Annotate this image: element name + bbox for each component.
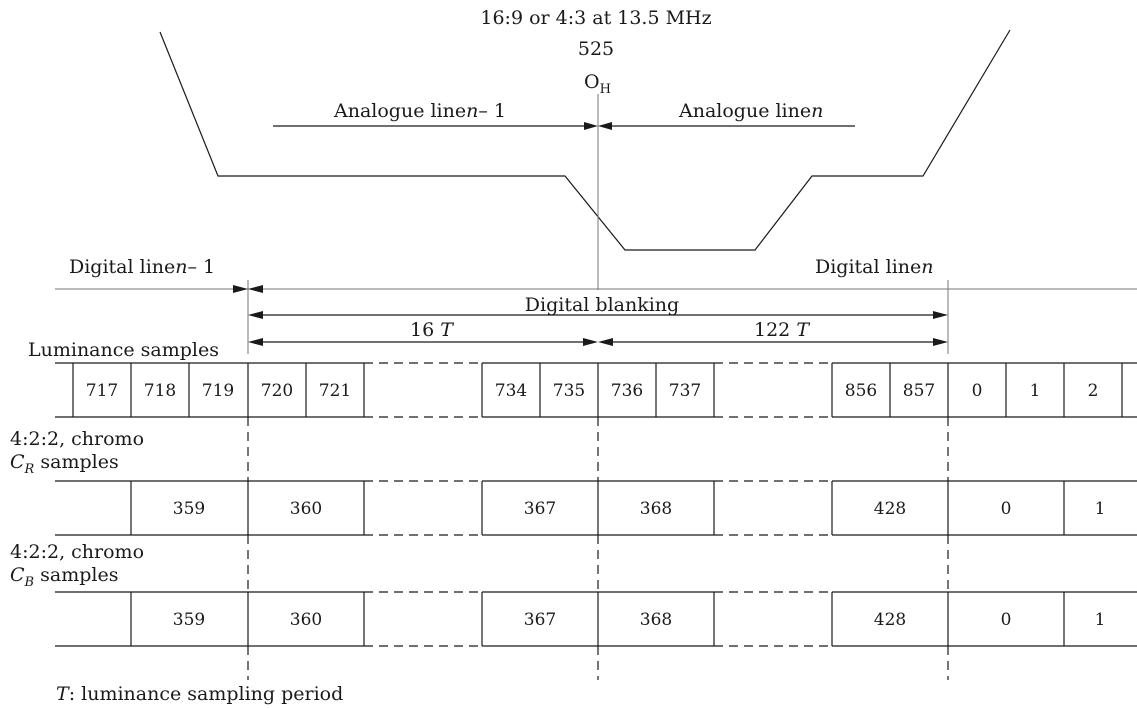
digital-blanking-label: Digital blanking <box>525 294 679 316</box>
luma-sample: 718 <box>144 381 176 401</box>
cb-row <box>55 591 1137 647</box>
cb-sample: 359 <box>173 610 205 630</box>
arrowhead <box>248 311 263 319</box>
cb-sample: 360 <box>290 610 322 630</box>
digital-prev-label: Digital linen– 1 <box>69 256 215 278</box>
luminance-label: Luminance samples <box>28 339 219 361</box>
cb-label-line2: CB samples <box>10 564 118 590</box>
analogue-prev-label: Analogue linen– 1 <box>333 100 506 122</box>
luma-sample: 737 <box>669 381 701 401</box>
luma-sample: 856 <box>845 381 877 401</box>
cr-sample: 368 <box>640 499 672 519</box>
cr-sample: 360 <box>290 499 322 519</box>
luma-sample: 721 <box>319 381 351 401</box>
luma-sample: 720 <box>261 381 293 401</box>
arrowhead <box>584 122 598 130</box>
format-title: 16:9 or 4:3 at 13.5 MHz <box>480 7 711 29</box>
luma-sample: 736 <box>611 381 643 401</box>
cr-sample: 0 <box>1001 499 1012 519</box>
cr-sample: 1 <box>1095 499 1106 519</box>
cb-sample: 367 <box>524 610 556 630</box>
analogue-waveform <box>159 29 1011 251</box>
cr-sample: 359 <box>173 499 205 519</box>
arrowhead <box>933 311 948 319</box>
luma-sample: 735 <box>553 381 585 401</box>
cr-row <box>55 480 1137 536</box>
luma-sample: 719 <box>202 381 234 401</box>
t122-label: 122 T <box>754 319 810 341</box>
line-count: 525 <box>578 38 614 60</box>
arrowhead <box>598 338 613 346</box>
boundary-dashes <box>247 417 949 680</box>
arrowhead <box>248 338 263 346</box>
arrowhead <box>598 122 612 130</box>
luma-sample: 0 <box>972 381 983 401</box>
luma-sample: 2 <box>1088 381 1099 401</box>
digital-next-label: Digital linen <box>815 256 934 278</box>
analogue-next-label: Analogue linen <box>678 100 823 122</box>
luma-sample: 734 <box>495 381 527 401</box>
footnote: T: luminance sampling period <box>56 683 343 705</box>
cr-label-line2: CR samples <box>10 451 119 477</box>
cb-sample: 428 <box>874 610 906 630</box>
cr-sample: 367 <box>524 499 556 519</box>
luma-sample: 857 <box>903 381 935 401</box>
t16-label: 16 T <box>410 319 454 341</box>
oh-label: OH <box>584 71 611 97</box>
arrowhead <box>233 285 248 293</box>
luma-sample: 1 <box>1030 381 1041 401</box>
luma-sample: 717 <box>86 381 118 401</box>
cr-label-line1: 4:2:2, chromo <box>10 428 144 450</box>
cb-sample: 368 <box>640 610 672 630</box>
arrowhead <box>583 338 598 346</box>
arrowhead <box>933 338 948 346</box>
cr-sample: 428 <box>874 499 906 519</box>
cb-sample: 1 <box>1095 610 1106 630</box>
arrowhead <box>248 285 263 293</box>
cb-sample: 0 <box>1001 610 1012 630</box>
cb-label-line1: 4:2:2, chromo <box>10 541 144 563</box>
